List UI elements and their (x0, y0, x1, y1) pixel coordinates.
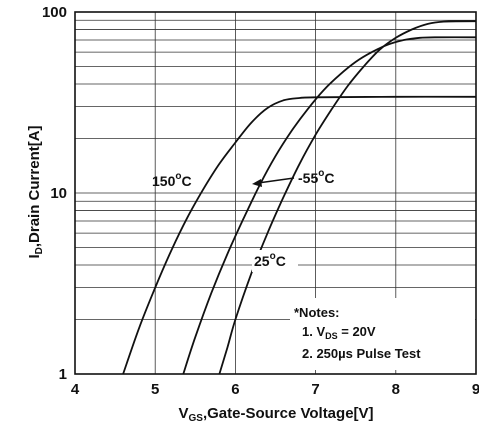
svg-text:25oC: 25oC (254, 251, 286, 269)
x-tick-label: 4 (71, 381, 80, 398)
notes-line-1: 1. VDS = 20V (302, 324, 376, 341)
series-label-150c: 150oC (152, 171, 192, 189)
x-tick-label: 6 (231, 381, 239, 398)
notes-line-2: 2. 250µs Pulse Test (302, 346, 421, 361)
series-label-arrowhead (252, 179, 262, 187)
series-curves (122, 20, 477, 375)
svg-text:150oC: 150oC (152, 171, 192, 189)
series-line-0 (122, 95, 477, 375)
plot-frame (74, 11, 477, 375)
x-tick-label: 9 (472, 381, 479, 398)
series-label-minus55c: -55oC (252, 168, 334, 187)
tick-labels: 4 5 6 7 8 9 1 10 100 (42, 4, 479, 398)
y-tick-label: 1 (59, 366, 67, 383)
x-tick-label: 7 (311, 381, 319, 398)
series-label-25c: 25oC (252, 250, 298, 272)
y-tick-label: 10 (50, 185, 67, 202)
series-line-2 (218, 20, 477, 375)
notes-heading: *Notes: (294, 305, 340, 320)
grid (75, 12, 476, 374)
y-axis-label: ID,Drain Current[A] (26, 125, 45, 258)
x-tick-label: 5 (151, 381, 159, 398)
x-tick-label: 8 (392, 381, 400, 398)
notes-box (290, 298, 475, 370)
series-label-arrow (257, 177, 295, 184)
x-axis-label: VGS,Gate-Source Voltage[V] (178, 405, 373, 424)
series-line-1 (182, 36, 477, 375)
y-tick-label: 100 (42, 4, 67, 21)
svg-text:-55oC: -55oC (298, 168, 334, 186)
